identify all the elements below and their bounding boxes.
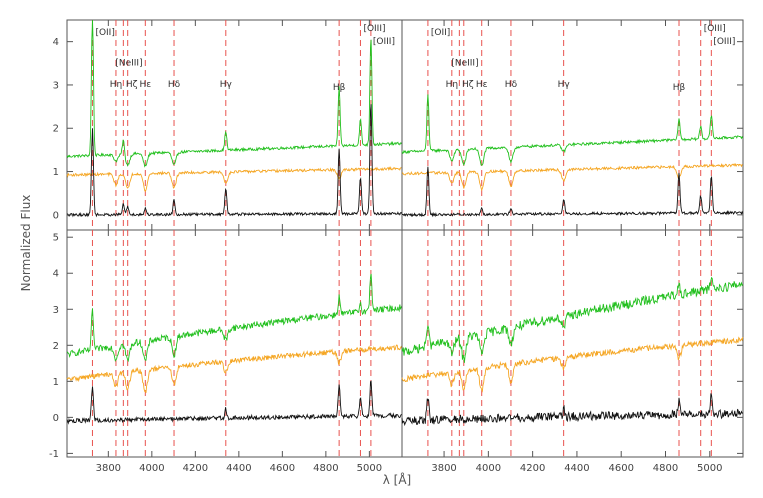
x-tick-label: 4600 <box>270 463 295 474</box>
emission-line-label: [OIII] <box>704 24 726 34</box>
panel-frame <box>66 19 403 231</box>
y-tick-label: 5 <box>53 233 59 244</box>
panel-bottom-left: -1 0 1 2 3 4 5 3800 4000 4200 4400 4600 4800 5000 <box>49 229 403 474</box>
y-axis-title: Normalized Flux <box>19 195 33 292</box>
emission-line-label: Hη <box>446 80 458 90</box>
spectrum-series-1 <box>401 336 744 393</box>
y-tick-label: 3 <box>53 305 59 316</box>
x-tick-label: 4200 <box>183 463 208 474</box>
emission-line-label: [NeIII] <box>451 58 478 68</box>
y-tick-label: 0 <box>53 413 59 424</box>
y-tick-label: 3 <box>53 80 59 91</box>
spectrum-series-0 <box>401 276 744 363</box>
y-tick-label: -1 <box>49 449 59 460</box>
y-tick-label: 4 <box>53 269 59 280</box>
x-tick-label: 4400 <box>226 463 251 474</box>
x-tick-label: 5000 <box>697 463 722 474</box>
emission-line-label: Hδ <box>168 80 181 90</box>
spectrum-series-2 <box>66 380 403 425</box>
y-tick-label: 2 <box>53 341 59 352</box>
y-tick-label: 1 <box>53 377 59 388</box>
emission-line-label: [NeIII] <box>115 58 142 68</box>
spectrum-series-2 <box>66 104 403 218</box>
spectrum-series-2 <box>401 393 744 427</box>
spectrum-series-1 <box>401 162 743 192</box>
emission-line-label: Hζ <box>462 80 474 90</box>
emission-line-label: Hη <box>110 80 122 90</box>
x-tick-label: 4600 <box>608 463 633 474</box>
panel-frame <box>401 19 744 231</box>
spectrum-series-0 <box>66 273 403 363</box>
y-tick-label: 2 <box>53 124 59 135</box>
x-tick-label: 4000 <box>476 463 501 474</box>
spectrum-series-1 <box>66 166 402 193</box>
emission-line-label: Hδ <box>505 80 518 90</box>
y-tick-label: 4 <box>53 37 59 48</box>
emission-line-label: [OIII] <box>373 37 395 47</box>
panel-top-right: [OII] [NeIII] Hη Hζ Hε Hδ Hγ Hβ [OIII] [OIII] <box>401 19 744 231</box>
y-tick-label: 0 <box>53 210 59 221</box>
panel-bottom-right: 3800 4000 4200 4400 4600 4800 5000 <box>401 229 744 474</box>
panel-frame <box>401 229 744 458</box>
y-tick-label: 1 <box>53 167 59 178</box>
x-tick-label: 4800 <box>653 463 678 474</box>
x-tick-label: 4200 <box>520 463 545 474</box>
emission-line-label: Hε <box>139 80 151 90</box>
emission-line-label: [OII] <box>95 28 114 38</box>
emission-line-label: Hβ <box>673 83 686 93</box>
emission-line-label: Hβ <box>333 83 346 93</box>
panel-top-left: 0 1 2 3 4 [OII] [NeIII] Hη Hζ Hε Hδ Hγ Hβ [OIII] [OIII… <box>53 19 403 231</box>
x-tick-label: 3800 <box>431 463 456 474</box>
x-tick-label: 4000 <box>139 463 164 474</box>
x-axis-title: λ [Å] <box>383 472 412 487</box>
panel-frame <box>66 229 403 458</box>
emission-line-label: Hγ <box>220 80 233 90</box>
emission-line-label: Hγ <box>558 80 571 90</box>
spectrum-series-0 <box>66 19 403 168</box>
x-tick-label: 5000 <box>357 463 382 474</box>
spectrum-series-0 <box>401 94 744 166</box>
spectrum-series-2 <box>401 166 744 218</box>
x-tick-label: 3800 <box>96 463 121 474</box>
emission-line-label: Hε <box>476 80 488 90</box>
x-tick-label: 4800 <box>313 463 338 474</box>
emission-line-label: [OIII] <box>363 24 385 34</box>
x-tick-label: 4400 <box>564 463 589 474</box>
emission-line-label: [OIII] <box>713 37 735 47</box>
emission-line-label: [OII] <box>431 28 450 38</box>
emission-line-label: Hζ <box>126 80 138 90</box>
spectrum-series-1 <box>66 344 403 393</box>
